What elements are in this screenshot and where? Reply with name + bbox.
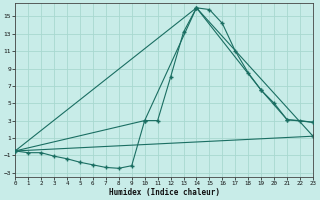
X-axis label: Humidex (Indice chaleur): Humidex (Indice chaleur) xyxy=(108,188,220,197)
